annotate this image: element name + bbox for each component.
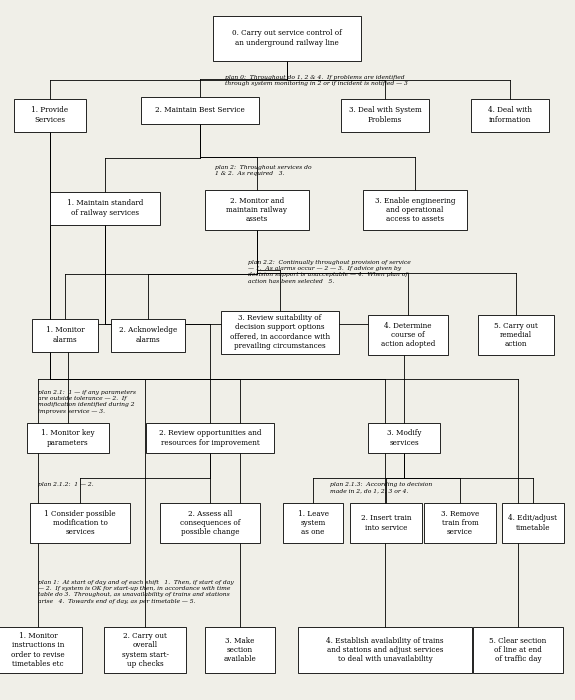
FancyBboxPatch shape <box>14 99 86 132</box>
Text: plan 2.1.2:  1 — 2.: plan 2.1.2: 1 — 2. <box>38 482 94 487</box>
Text: 2. Review opportunities and
resources for improvement: 2. Review opportunities and resources fo… <box>159 429 261 447</box>
Text: plan 2.2:  Continually throughout provision of service
— 1.  As alarms occur — 2: plan 2.2: Continually throughout provisi… <box>248 260 411 284</box>
Text: plan 2.1.3:  According to decision
made in 2, do 1, 2, 3 or 4.: plan 2.1.3: According to decision made i… <box>330 482 432 493</box>
FancyBboxPatch shape <box>27 423 109 453</box>
FancyBboxPatch shape <box>0 627 82 673</box>
FancyBboxPatch shape <box>205 190 309 230</box>
Text: 2. Insert train
into service: 2. Insert train into service <box>361 514 411 531</box>
Text: 3. Enable engineering
and operational
access to assets: 3. Enable engineering and operational ac… <box>375 197 455 223</box>
Text: 3. Review suitability of
decision support options
offered, in accordance with
pr: 3. Review suitability of decision suppor… <box>230 314 330 350</box>
Text: 4. Determine
course of
action adopted: 4. Determine course of action adopted <box>381 322 435 348</box>
FancyBboxPatch shape <box>368 315 448 355</box>
FancyBboxPatch shape <box>160 503 260 543</box>
Text: 1. Monitor
alarms: 1. Monitor alarms <box>45 326 85 344</box>
FancyBboxPatch shape <box>104 627 186 673</box>
Text: 1. Monitor key
parameters: 1. Monitor key parameters <box>41 429 95 447</box>
Text: 3. Remove
train from
service: 3. Remove train from service <box>441 510 479 536</box>
Text: plan 2.1:  1 — if any parameters
are outside tolerance — 2.  If
modification ide: plan 2.1: 1 — if any parameters are outs… <box>38 390 136 414</box>
FancyBboxPatch shape <box>502 503 564 543</box>
Text: 2. Maintain Best Service: 2. Maintain Best Service <box>155 106 245 114</box>
Text: 4. Deal with
information: 4. Deal with information <box>488 106 532 124</box>
FancyBboxPatch shape <box>141 97 259 123</box>
FancyBboxPatch shape <box>205 627 275 673</box>
FancyBboxPatch shape <box>471 99 549 132</box>
FancyBboxPatch shape <box>350 503 422 543</box>
FancyBboxPatch shape <box>283 503 343 543</box>
Text: 1. Leave
system
as one: 1. Leave system as one <box>297 510 328 536</box>
Text: 0. Carry out service control of
an underground railway line: 0. Carry out service control of an under… <box>232 29 342 47</box>
Text: 2. Carry out
overall
system start-
up checks: 2. Carry out overall system start- up ch… <box>121 632 168 668</box>
FancyBboxPatch shape <box>146 423 274 453</box>
Text: 1 Consider possible
modification to
services: 1 Consider possible modification to serv… <box>44 510 116 536</box>
FancyBboxPatch shape <box>478 315 554 355</box>
Text: 2. Monitor and
maintain railway
assets: 2. Monitor and maintain railway assets <box>227 197 288 223</box>
Text: 3. Deal with System
Problems: 3. Deal with System Problems <box>348 106 421 124</box>
FancyBboxPatch shape <box>213 15 361 60</box>
Text: 1. Monitor
instructions in
order to revise
timetables etc: 1. Monitor instructions in order to revi… <box>11 632 65 668</box>
FancyBboxPatch shape <box>368 423 440 453</box>
FancyBboxPatch shape <box>341 99 429 132</box>
Text: 5. Clear section
of line at end
of traffic day: 5. Clear section of line at end of traff… <box>489 637 547 663</box>
Text: 4. Edit/adjust
timetable: 4. Edit/adjust timetable <box>508 514 558 531</box>
Text: 1. Provide
Services: 1. Provide Services <box>32 106 68 124</box>
Text: plan 0:  Throughout do 1, 2 & 4.  If problems are identified
through system moni: plan 0: Throughout do 1, 2 & 4. If probl… <box>225 75 408 86</box>
Text: 1. Maintain standard
of railway services: 1. Maintain standard of railway services <box>67 199 143 216</box>
FancyBboxPatch shape <box>32 318 98 351</box>
Text: plan 1:  At start of day and of each shift   1.  Then, if start of day
— 2.  If : plan 1: At start of day and of each shif… <box>38 580 234 603</box>
Text: plan 2:  Throughout services do
1 & 2.  As required   3.: plan 2: Throughout services do 1 & 2. As… <box>215 165 312 176</box>
FancyBboxPatch shape <box>111 318 185 351</box>
FancyBboxPatch shape <box>50 192 160 225</box>
FancyBboxPatch shape <box>363 190 467 230</box>
Text: 4. Establish availability of trains
and stations and adjust services
to deal wit: 4. Establish availability of trains and … <box>326 637 444 663</box>
Text: 2. Assess all
consequences of
possible change: 2. Assess all consequences of possible c… <box>180 510 240 536</box>
FancyBboxPatch shape <box>473 627 563 673</box>
FancyBboxPatch shape <box>298 627 472 673</box>
FancyBboxPatch shape <box>424 503 496 543</box>
Text: 3. Make
section
available: 3. Make section available <box>224 637 256 663</box>
Text: 5. Carry out
remedial
action: 5. Carry out remedial action <box>494 322 538 348</box>
Text: 3. Modify
services: 3. Modify services <box>387 429 421 447</box>
FancyBboxPatch shape <box>30 503 130 543</box>
FancyBboxPatch shape <box>221 311 339 354</box>
Text: 2. Acknowledge
alarms: 2. Acknowledge alarms <box>119 326 177 344</box>
